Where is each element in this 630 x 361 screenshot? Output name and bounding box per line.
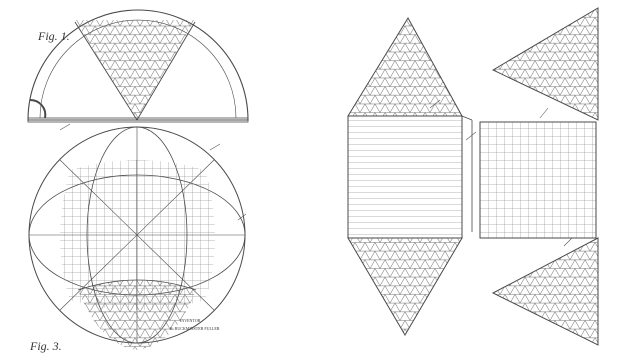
net-left-assembly [347, 17, 473, 336]
signature-line-2: R. BUCKMINSTER FULLER [170, 326, 220, 331]
reference-tick-marks [59, 99, 573, 247]
lower-triangle-panel [347, 237, 463, 336]
figure-3-globe: Fig. 3. INVENTOR R. BUCKMINSTER FULLER [28, 126, 246, 353]
hemisphere-outline [27, 9, 249, 121]
figure-1-hemisphere: Fig. 1. [27, 9, 249, 123]
sector-grid [75, 20, 195, 120]
upper-right-triangle-panel [491, 7, 599, 121]
right-square-grid-panel [479, 121, 597, 239]
figure-3-label: Fig. 3. [29, 339, 62, 353]
net-right-assembly [479, 7, 599, 346]
signature-line-1: INVENTOR [180, 318, 201, 323]
figure-1-label: Fig. 1. [37, 29, 70, 43]
lower-right-triangle-panel [491, 237, 599, 346]
